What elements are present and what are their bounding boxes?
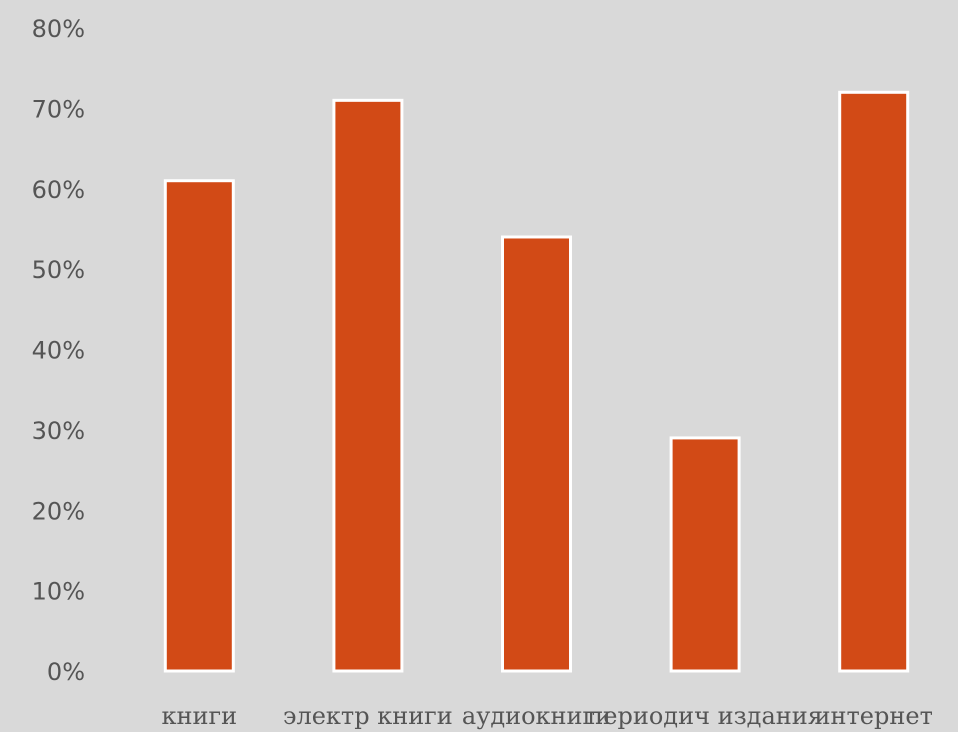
x-category-label: аудиокниги	[462, 702, 611, 730]
bar	[332, 98, 404, 673]
y-axis: 0% 10% 20% 30% 40% 50% 60% 70% 80%	[32, 15, 85, 686]
y-tick-label: 30%	[32, 417, 85, 445]
bar	[669, 436, 741, 673]
y-tick-label: 50%	[32, 256, 85, 284]
y-tick-label: 20%	[32, 497, 85, 525]
y-tick-label: 70%	[32, 95, 85, 123]
bar	[163, 179, 235, 673]
y-tick-label: 60%	[32, 176, 85, 204]
bar	[501, 235, 572, 673]
x-category-label: электр книги	[283, 702, 453, 730]
bar	[838, 90, 910, 673]
y-tick-label: 0%	[47, 658, 85, 686]
y-tick-label: 40%	[32, 337, 85, 365]
x-category-label: периодич издания	[587, 702, 823, 730]
y-tick-label: 80%	[32, 15, 85, 43]
bars	[163, 90, 910, 673]
y-tick-label: 10%	[32, 578, 85, 606]
x-category-label: книги	[162, 702, 238, 730]
x-category-label: интернет	[815, 702, 933, 730]
